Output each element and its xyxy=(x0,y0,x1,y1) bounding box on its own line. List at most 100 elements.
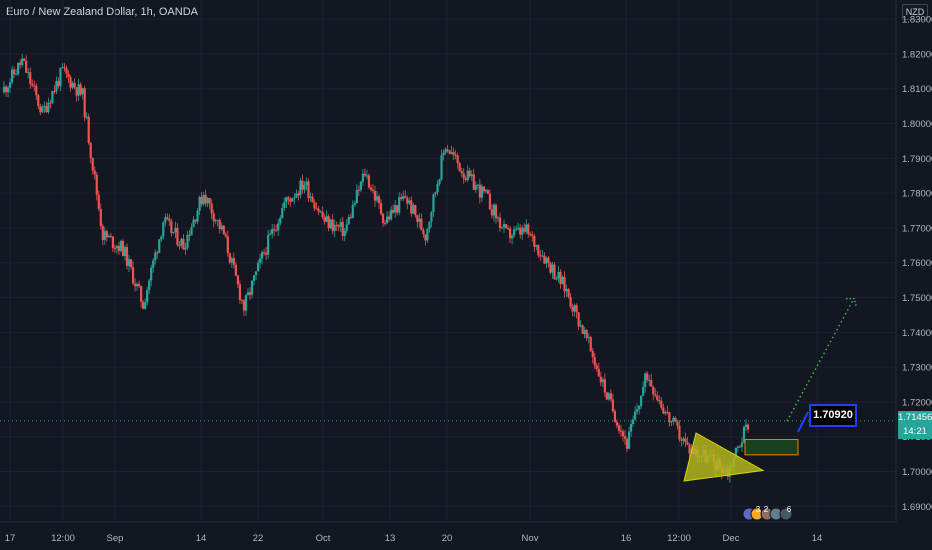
candle-body xyxy=(527,224,530,234)
candle-body xyxy=(500,227,504,229)
candle-body xyxy=(236,275,239,285)
candle-body xyxy=(53,90,56,92)
candle-body xyxy=(81,88,84,95)
time-tick-label: 14 xyxy=(196,533,207,544)
candle-body xyxy=(426,228,429,241)
candle-body xyxy=(492,204,496,216)
candle-body xyxy=(168,218,171,222)
candle-body xyxy=(194,219,197,222)
candle-body xyxy=(240,299,244,301)
candle-body xyxy=(192,219,195,228)
candle-body xyxy=(674,417,677,422)
candle-body xyxy=(468,170,471,177)
time-tick-label: Dec xyxy=(723,533,740,544)
currency-badge[interactable]: NZD xyxy=(902,4,928,20)
candle-body xyxy=(529,233,532,235)
candle-body xyxy=(551,264,554,273)
price-tick-label: 1.75000 xyxy=(902,293,932,304)
candle-body xyxy=(682,438,685,441)
candle-body xyxy=(327,216,330,229)
candle-body xyxy=(341,222,344,236)
candle-body xyxy=(303,184,306,190)
candle-body xyxy=(47,102,50,113)
candle-body xyxy=(55,81,58,92)
candle-body xyxy=(51,90,54,104)
candle-body xyxy=(41,107,44,113)
candle-body xyxy=(638,406,641,410)
entry-zone-box xyxy=(744,439,799,456)
candle-body xyxy=(49,102,52,104)
candle-body xyxy=(37,95,40,107)
candle-body xyxy=(212,213,215,222)
candle-body xyxy=(160,236,163,240)
candle-body xyxy=(565,289,568,292)
time-tick-label: 12:00 xyxy=(51,533,75,544)
candle-body xyxy=(33,85,36,87)
candle-body xyxy=(248,292,252,295)
candle-body xyxy=(539,255,542,257)
candle-body xyxy=(496,217,500,219)
candle-body xyxy=(309,196,312,198)
candle-body xyxy=(188,234,191,236)
candle-body xyxy=(591,350,594,358)
candle-body xyxy=(99,208,102,227)
candle-body xyxy=(388,216,391,220)
candle-body xyxy=(470,174,473,177)
bar-countdown-tag: 14:21 xyxy=(898,425,932,439)
candle-body xyxy=(343,230,346,236)
candle-body xyxy=(111,236,114,248)
candle-body xyxy=(446,149,449,151)
candle-body xyxy=(17,62,20,75)
candle-body xyxy=(537,244,540,256)
candle-body xyxy=(83,88,86,118)
candle-body xyxy=(95,174,98,195)
candle-body xyxy=(138,283,141,287)
event-badge-icon xyxy=(779,507,793,521)
candle-body xyxy=(478,184,481,198)
candle-body xyxy=(289,199,292,202)
candle-body xyxy=(57,81,60,86)
callout-price-label[interactable]: 1.70920 xyxy=(809,404,857,427)
candle-body xyxy=(515,228,518,230)
candle-body xyxy=(513,229,516,236)
candle-body xyxy=(506,228,510,230)
candle-body xyxy=(323,217,326,222)
candle-body xyxy=(686,441,689,445)
candle-body xyxy=(321,211,324,218)
candle-body xyxy=(319,211,322,213)
candle-body xyxy=(325,216,328,222)
candle-body xyxy=(418,218,421,222)
candle-body xyxy=(269,233,272,235)
candle-body xyxy=(414,204,417,216)
candle-body xyxy=(379,202,383,214)
candle-body xyxy=(15,74,18,76)
candle-body xyxy=(146,289,149,303)
candle-body xyxy=(660,400,663,408)
candle-body xyxy=(454,154,457,156)
candle-body xyxy=(412,204,415,214)
candle-body xyxy=(587,337,590,339)
candle-body xyxy=(293,197,296,199)
candle-body xyxy=(585,329,588,339)
candle-body xyxy=(349,216,352,218)
candle-body xyxy=(738,446,742,448)
candle-body xyxy=(65,68,68,74)
candle-body xyxy=(369,187,373,190)
candle-body xyxy=(170,221,173,233)
candle-body xyxy=(250,280,254,295)
candle-body xyxy=(2,86,6,93)
price-tick-label: 1.69000 xyxy=(902,502,932,513)
candle-body xyxy=(295,193,298,198)
candle-body xyxy=(265,252,268,255)
candle-body xyxy=(603,379,606,393)
candle-body xyxy=(208,198,211,204)
candle-body xyxy=(654,394,657,396)
candle-body xyxy=(648,379,651,381)
candle-body xyxy=(375,196,379,201)
candle-body xyxy=(577,312,580,327)
candle-body xyxy=(621,431,625,437)
candle-body xyxy=(271,229,274,234)
candle-body xyxy=(629,423,633,432)
